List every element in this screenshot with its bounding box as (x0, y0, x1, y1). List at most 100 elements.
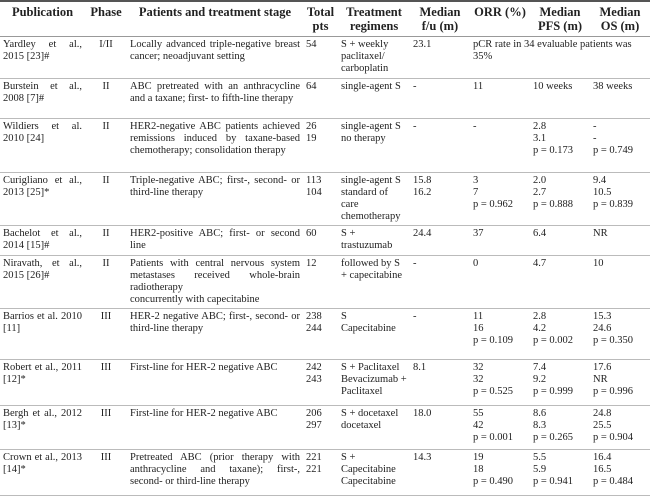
table-cell: - (470, 118, 530, 173)
cell-line: standard of care chemotherapy (341, 187, 401, 222)
table-cell: NR (590, 225, 650, 256)
table-cell: S + weekly paclitaxel/ carboplatin (338, 36, 410, 79)
table-cell: HER2-positive ABC; first- or second line (127, 225, 303, 256)
cell-line: S + weekly paclitaxel/ carboplatin (341, 39, 389, 74)
cell-line: 221 (306, 464, 322, 475)
cell-line: 206 (306, 408, 322, 419)
cell-line: Wildiers et al. 2010 [24] (3, 121, 82, 144)
cell-line: - (593, 121, 597, 132)
table-row: Niravath, et al., 2015 [26]# II Patients w… (0, 255, 650, 309)
table-cell: 12 (303, 255, 338, 309)
cell-line: - (473, 121, 477, 132)
table-cell: 7.4 9.2 p = 0.999 (530, 359, 590, 406)
table-cell: - (410, 118, 470, 173)
cell-line: 8.6 (533, 408, 547, 419)
cell-line: 12 (306, 258, 317, 269)
table-cell: Crown et al., 2013 [14]* (0, 449, 85, 496)
cell-line: p = 0.749 (593, 145, 634, 156)
cell-line: Burstein et al., 2008 [7]# (3, 81, 82, 104)
cell-line: 19 (306, 133, 317, 144)
cell-line: p = 0.001 (473, 432, 514, 443)
cell-line: p = 0.941 (533, 476, 574, 487)
table-cell: 16.4 16.5 p = 0.484 (590, 449, 650, 496)
table-cell: III (85, 405, 127, 450)
cell-line: 3.1 (533, 133, 547, 144)
cell-line: 11 (473, 81, 484, 92)
cell-line: p = 0.525 (473, 386, 514, 397)
cell-line: First-line for HER-2 negative ABC (130, 362, 278, 373)
cell-line: 6.4 (533, 228, 547, 239)
table-cell: S + Capecitabine Capecitabine (338, 449, 410, 496)
cell-line: p = 0.350 (593, 335, 634, 346)
cell-line: S (341, 311, 347, 322)
table-cell: - (410, 255, 470, 309)
cell-line: 10.5 (593, 187, 612, 198)
table-row: Bachelot et al., 2014 [15]# II HER2-positi… (0, 225, 650, 256)
cell-line: 17.6 (593, 362, 612, 373)
cell-line: 54 (306, 39, 317, 50)
table-cell: 19 18 p = 0.490 (470, 449, 530, 496)
table-cell: 18.0 (410, 405, 470, 450)
cell-line: 24.8 (593, 408, 612, 419)
table-cell: 26 19 (303, 118, 338, 173)
cell-line: 2.0 (533, 175, 547, 186)
table-cell: 14.3 (410, 449, 470, 496)
cell-line: Barrios et al. 2010 [11] (3, 311, 82, 334)
table-cell: - (410, 78, 470, 119)
table-cell: 24.4 (410, 225, 470, 256)
table-cell: II (85, 225, 127, 256)
table-cell: 15.8 16.2 (410, 172, 470, 226)
table-cell: First-line for HER-2 negative ABC (127, 359, 303, 406)
cell-line: 32 (473, 362, 484, 373)
cell-line: no therapy (341, 133, 386, 144)
table-cell: 206 297 (303, 405, 338, 450)
cell-line: S + Capecitabine (341, 452, 396, 475)
cell-line: HER-2 negative ABC; first-, second- or t… (130, 311, 300, 334)
cell-line: S + docetaxel (341, 408, 399, 419)
cell-line: 10 weeks (533, 81, 573, 92)
cell-line: 32 (473, 374, 484, 385)
cell-line: Crown et al., 2013 [14]* (3, 452, 82, 475)
table-cell: 23.1 (410, 36, 470, 79)
cell-line: 4.2 (533, 323, 547, 334)
cell-line: - (413, 81, 417, 92)
table-row: Wildiers et al. 2010 [24] II HER2-negative… (0, 118, 650, 173)
table-cell: II (85, 255, 127, 309)
column-header: Median f/u (m) (410, 0, 470, 37)
cell-line: Triple-negative ABC; first-, second- or … (130, 175, 300, 198)
cell-line: 16.4 (593, 452, 612, 463)
cell-line: HER2-negative ABC patients achieved remi… (130, 121, 300, 156)
cell-line: 297 (306, 420, 322, 431)
table-cell: 37 (470, 225, 530, 256)
table-cell: Yardley et al., 2015 [23]# (0, 36, 85, 79)
cell-line: III (100, 452, 112, 463)
table-cell: 24.8 25.5 p = 0.904 (590, 405, 650, 450)
cell-line: 19 (473, 452, 484, 463)
table-cell: Locally advanced triple-negative breast … (127, 36, 303, 79)
cell-line: p = 0.839 (593, 199, 634, 210)
cell-line: 5.5 (533, 452, 547, 463)
cell-line: 15.3 (593, 311, 612, 322)
cell-line: followed by S + capecitabine (341, 258, 403, 281)
table-cell: 8.6 8.3 p = 0.265 (530, 405, 590, 450)
table-cell: 5.5 5.9 p = 0.941 (530, 449, 590, 496)
table-row: Yardley et al., 2015 [23]# I/II Locally ad… (0, 36, 650, 79)
cell-line: II (102, 81, 110, 92)
table-cell: pCR rate in 34 evaluable patients was 35… (470, 36, 650, 79)
table-cell: III (85, 359, 127, 406)
cell-line: 60 (306, 228, 317, 239)
table-cell: S + Paclitaxel Bevacizumab + Paclitaxel (338, 359, 410, 406)
cell-line: 9.4 (593, 175, 607, 186)
table-cell: 64 (303, 78, 338, 119)
cell-line: III (100, 408, 112, 419)
cell-line: 55 (473, 408, 484, 419)
table-cell: 2.8 4.2 p = 0.002 (530, 308, 590, 360)
cell-line: Bachelot et al., 2014 [15]# (3, 228, 82, 251)
cell-line: p = 0.999 (533, 386, 574, 397)
table-row: Curigliano et al., 2013 [25]* II Triple-ne… (0, 172, 650, 226)
table-cell: III (85, 308, 127, 360)
